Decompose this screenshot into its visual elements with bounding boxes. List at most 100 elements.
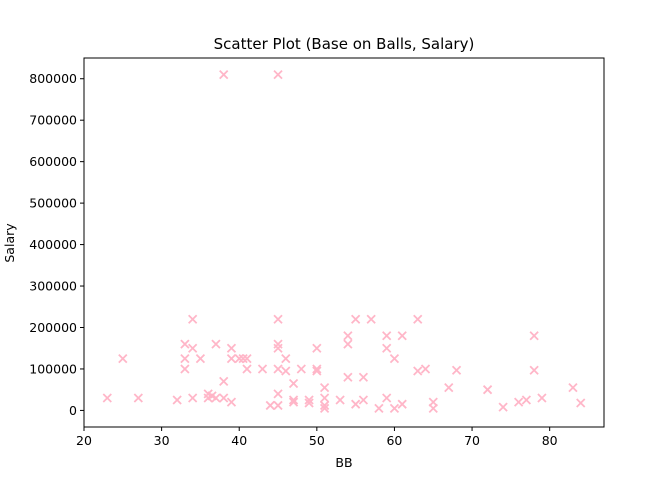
scatter-point [273,400,283,411]
scatter-point [219,69,229,80]
scatter-point [319,400,330,411]
scatter-point [238,353,248,364]
scatter-point [242,364,252,374]
scatter-point [420,364,431,374]
scatter-point [226,353,237,364]
scatter-point [568,382,578,393]
scatter-point [180,339,190,349]
scatter-point [482,385,493,395]
y-tick-label: 800000 [29,71,77,86]
scatter-point [366,314,376,324]
scatter-point [319,403,330,413]
scatter-point [397,399,407,409]
scatter-points [102,69,586,413]
scatter-point [537,393,547,403]
scatter-point [529,365,539,375]
y-tick-label: 200000 [29,320,77,335]
scatter-point [273,343,283,353]
scatter-point [188,343,198,353]
x-tick-label: 20 [76,433,92,448]
scatter-point [288,397,299,407]
scatter-point [219,393,229,403]
scatter-point [288,378,299,389]
scatter-point [226,343,237,353]
scatter-point [304,398,314,408]
chart-title: Scatter Plot (Base on Balls, Salary) [214,35,475,53]
scatter-point [257,364,268,374]
scatter-point [529,331,539,341]
x-tick-label: 50 [309,433,325,448]
scatter-point [413,314,423,324]
scatter-point [242,353,252,364]
scatter-point [382,393,392,403]
x-tick-label: 60 [386,433,402,448]
scatter-point [273,364,283,374]
scatter-point [312,366,322,376]
scatter-point [351,399,361,409]
scatter-point [296,364,306,374]
scatter-point [513,397,524,407]
scatter-point [118,353,128,364]
scatter-point [211,339,221,349]
x-tick-label: 30 [154,433,170,448]
scatter-point [389,353,400,364]
y-tick-label: 700000 [29,113,77,128]
scatter-point [451,365,462,375]
plot-frame [83,57,605,428]
scatter-point [211,393,221,403]
scatter-point [180,353,190,364]
x-tick-label: 70 [464,433,480,448]
scatter-point [343,331,353,341]
scatter-point [172,395,182,405]
scatter-point [374,403,384,413]
scatter-point [498,402,508,412]
scatter-point [397,331,407,341]
scatter-point [428,403,438,413]
scatter-point [312,364,322,374]
scatter-point [273,69,283,80]
scatter-point [273,339,283,349]
y-tick-label: 500000 [29,196,77,211]
x-tick-label: 80 [542,433,558,448]
scatter-point [226,397,237,407]
scatter-point [319,382,330,393]
scatter-point [343,372,353,382]
scatter-point [219,376,229,387]
scatter-point [188,314,198,324]
scatter-point [576,398,586,408]
scatter-point [358,395,369,405]
scatter-point [273,314,283,324]
y-tick-label: 600000 [29,154,77,169]
scatter-point [304,395,314,405]
scatter-point [265,400,275,411]
scatter-point [188,393,198,403]
scatter-point [312,343,322,353]
scatter-point [234,353,244,364]
scatter-point [351,314,361,324]
y-axis-ticks: 0 100000 200000 300000 400000 500000 600000 700… [29,71,84,418]
scatter-point [133,393,143,403]
scatter-point [180,364,190,374]
scatter-point [273,389,283,399]
scatter-point [319,393,330,403]
scatter-point [281,366,291,376]
y-tick-label: 0 [69,403,77,418]
scatter-point [102,393,112,403]
scatter-point [382,343,392,353]
y-tick-label: 300000 [29,279,77,294]
scatter-point [281,353,291,364]
scatter-point [389,403,400,413]
scatter-point [358,372,369,382]
scatter-point [521,395,532,405]
scatter-point [444,382,454,393]
scatter-point [195,353,206,364]
scatter-point [382,331,392,341]
scatter-point [288,395,299,405]
scatter-point [335,395,345,405]
scatter-point [343,339,353,349]
y-tick-label: 400000 [29,237,77,252]
y-tick-label: 100000 [29,361,77,376]
x-axis-label: BB [335,455,352,470]
x-axis-ticks: 20 30 40 50 60 70 80 [76,427,558,448]
